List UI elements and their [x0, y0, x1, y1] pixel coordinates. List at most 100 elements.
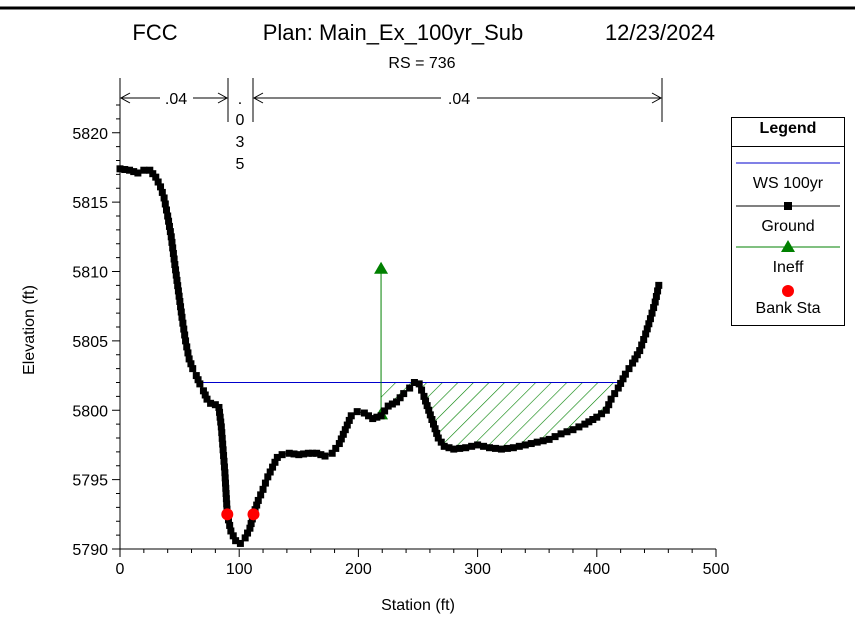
ineffective-area-hatch: [381, 382, 624, 450]
ground-point: [220, 457, 228, 465]
ground-point: [187, 360, 195, 368]
ground-point: [332, 444, 340, 452]
ground-point: [222, 490, 230, 497]
ground-point: [219, 440, 227, 448]
ground-point: [178, 313, 186, 321]
legend-separator: [732, 146, 844, 147]
ground-point: [269, 463, 277, 471]
x-tick-label: 200: [345, 561, 372, 578]
ground-point: [157, 183, 165, 191]
ground-point: [247, 520, 255, 528]
ground-point: [428, 416, 436, 423]
ground-point: [253, 501, 261, 509]
ground-point: [167, 233, 175, 241]
x-tick-label: 300: [464, 561, 491, 578]
ground-point: [166, 228, 174, 236]
ground-point: [259, 485, 267, 493]
ground-point: [642, 330, 650, 338]
ground-point: [497, 445, 505, 453]
ground-point: [480, 442, 488, 450]
ground-point: [220, 452, 228, 460]
ground-point: [290, 450, 298, 458]
ground-point: [244, 529, 252, 537]
manning-channel-char: 5: [236, 156, 245, 173]
triangle-marker-icon: [781, 240, 795, 252]
ground-point: [640, 335, 648, 343]
ground-point: [171, 261, 179, 269]
ground-point: [172, 271, 180, 279]
ground-point: [278, 451, 286, 459]
ground-point: [165, 222, 173, 230]
ground-point: [181, 331, 189, 339]
manning-annotations: .04 . 0 3 5 .04: [119, 78, 663, 173]
ground-point: [313, 449, 321, 457]
ground-point: [176, 297, 184, 305]
ground-point: [437, 438, 445, 446]
ground-point: [116, 165, 124, 173]
ground-point: [201, 391, 209, 399]
ground-point: [607, 395, 615, 403]
ground-point: [563, 428, 571, 436]
x-tick-label: 500: [703, 561, 730, 578]
ground-point: [221, 474, 229, 482]
plan-title: Plan: Main_Ex_100yr_Sub: [263, 20, 524, 45]
ground-point: [254, 496, 262, 504]
ground-point: [273, 453, 281, 461]
ground-point: [221, 479, 229, 487]
ground-point: [617, 379, 625, 387]
ground-point: [521, 441, 529, 449]
y-tick-label: 5800: [72, 403, 108, 420]
ground-point: [164, 212, 172, 220]
legend-swatches: [736, 162, 840, 297]
ground-point: [184, 349, 192, 357]
ground-point: [194, 376, 202, 384]
legend-title: Legend: [759, 120, 817, 137]
arrowhead-icon: [217, 92, 229, 104]
circle-marker-icon: [782, 285, 794, 297]
ground-point: [365, 412, 373, 420]
ground-point: [177, 308, 185, 316]
ground-point: [217, 418, 225, 426]
ground-point: [341, 426, 349, 434]
ground-point: [445, 444, 453, 452]
ground-point: [169, 244, 177, 252]
ground-point: [384, 402, 392, 410]
ground-point: [217, 423, 225, 431]
ground-point: [400, 390, 408, 398]
ground-point: [221, 469, 229, 477]
axes: 0 100 200 300 400 500 5790 5795 5800 5805 5810 5815…: [72, 104, 730, 578]
ground-point: [425, 406, 433, 414]
plot-area: [116, 165, 663, 547]
ground-point: [646, 315, 654, 323]
ground-point: [614, 384, 622, 392]
x-axis-title: Station (ft): [381, 597, 455, 614]
bank-station-point: [221, 508, 234, 521]
ground-point: [173, 276, 181, 284]
ground-point: [261, 479, 269, 487]
y-tick-label: 5805: [72, 334, 108, 351]
ground-point: [388, 400, 396, 408]
ground-point: [474, 441, 482, 449]
ground-point: [219, 446, 227, 454]
ground-point: [339, 430, 347, 438]
ground-point: [611, 390, 619, 398]
plan-date: 12/23/2024: [605, 20, 715, 45]
ground-point: [207, 399, 215, 407]
ground-point: [154, 178, 162, 186]
ground-point: [185, 355, 193, 363]
ground-point: [246, 524, 254, 532]
ground-markers: [116, 165, 663, 547]
y-tick-label: 5820: [72, 126, 108, 143]
ground-point: [629, 359, 637, 367]
ground-point: [509, 444, 517, 452]
ground-point: [152, 173, 160, 181]
ground-point: [468, 442, 476, 450]
ground-point: [160, 194, 168, 202]
ground-point: [216, 408, 224, 416]
x-tick-label: 400: [583, 561, 610, 578]
x-tick-label: 100: [226, 561, 253, 578]
square-marker-icon: [784, 202, 792, 210]
ground-point: [581, 420, 589, 428]
legend-label: Ineff: [772, 259, 804, 276]
ground-point: [410, 379, 418, 386]
